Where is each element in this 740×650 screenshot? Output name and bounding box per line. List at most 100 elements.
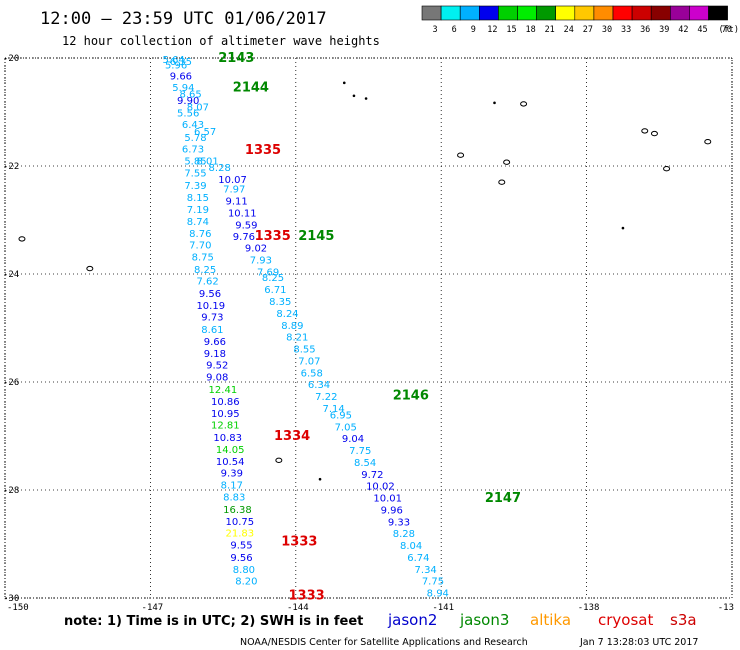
island-outline [86,265,94,272]
wave-height-value: 21.83 [226,529,255,540]
wave-height-value: 9.18 [204,349,226,360]
wave-height-value: 9.76 [233,232,255,243]
wave-height-value: 12.41 [209,385,238,396]
track-number-label: 2145 [298,229,334,244]
wave-height-value: 8.17 [221,481,243,492]
wave-height-value: 7.62 [196,276,218,287]
y-tick-label: -28 [3,486,19,496]
island-outline [498,179,506,185]
y-tick-label: -30 [3,594,19,604]
colorbar-swatch [689,5,709,21]
wave-height-value: 5.96 [165,60,187,71]
wave-height-value: 5.85 [184,157,206,168]
x-axis-ticks: -150 -147 -144 -141 -138 -13 [7,603,734,613]
wave-height-value: 7.34 [415,565,437,576]
y-axis-ticks: -20 -22 -24 -26 -28 -30 [3,54,19,604]
wave-height-value: 7.19 [187,205,209,216]
wave-height-value: 10.07 [218,175,247,186]
colorbar-label: 70 [722,25,732,35]
track-number-label: 1333 [281,534,317,549]
wave-height-value: 8.20 [235,577,257,588]
chart-title: 12:00 — 23:59 UTC 01/06/2017 [40,9,327,29]
wave-height-value: 6.35 [170,57,192,68]
island-outline [650,130,658,137]
wave-height-value: 8.28 [209,163,231,174]
wave-height-value: 8.04 [400,541,422,552]
colorbar-label: 36 [640,25,650,35]
island-outlines [18,81,712,481]
wave-height-value: 8.75 [192,253,214,264]
track-number-label: 2147 [485,491,521,506]
wave-height-value: 5.78 [184,133,206,144]
wave-height-value: 6.34 [308,380,330,391]
wave-height-value: 7.14 [322,404,344,415]
x-tick-label: -150 [7,603,29,613]
wave-height-value: 7.55 [184,168,206,179]
y-tick-label: -24 [3,270,19,280]
colorbar-swatch [421,5,442,21]
wave-height-value: 10.02 [366,482,395,493]
island-outline [663,166,671,172]
track-number-label: 2144 [233,81,269,96]
wave-height-value: 7.07 [298,356,320,367]
colorbar-swatch [459,5,480,21]
wave-height-value: 9.96 [381,505,403,516]
footer-timestamp: Jan 7 13:28:03 UTC 2017 [579,637,698,648]
wave-height-value: 7.75 [349,446,371,457]
wave-height-value: 8.83 [223,492,245,503]
footer-credit: NOAA/NESDIS Center for Satellite Applica… [240,637,528,648]
wave-height-value: 8.94 [427,589,449,600]
wave-height-value: 5.64 [163,55,185,66]
wave-height-value: 7.69 [257,267,279,278]
wave-height-value: 8.07 [187,103,209,114]
colorbar-label: (ft) [719,25,739,35]
colorbar-label: 39 [659,25,669,35]
island-dot [352,94,356,98]
wave-height-value: 10.11 [228,208,257,219]
colorbar-swatch [478,5,499,21]
wave-height-value: 7.22 [315,392,337,403]
wave-height-value: 8.74 [187,217,209,228]
wave-height-value: 9.52 [206,361,228,372]
wave-height-value: 8.76 [189,229,211,240]
wave-height-value: 9.04 [342,434,364,445]
island-dot [342,81,346,85]
wave-height-value: 8.28 [393,529,415,540]
track-number-label: 2146 [393,389,429,404]
track-labels: 2143 2144 1335 1335 2145 2146 1334 1333 2147 1333 [218,51,521,603]
wave-height-value: 8.21 [286,333,308,344]
colorbar-label: 18 [525,25,535,35]
colorbar-swatch [555,5,576,21]
island-dot [318,477,322,481]
wave-height-value: 7.05 [335,422,357,433]
colorbar-swatch [650,5,671,21]
wave-height-value: 8.01 [196,157,218,168]
colorbar-label: 15 [506,25,516,35]
wave-height-value: 7.75 [422,577,444,588]
island-dot [364,97,368,100]
wave-height-value: 5.56 [177,109,199,120]
wave-height-value: 9.39 [221,469,243,480]
satellite-legend-jason3: jason3 [459,611,509,629]
satellite-legend-s3a: s3a [670,611,697,629]
wave-height-value: 9.56 [230,553,252,564]
colorbar-label: 42 [678,25,688,35]
track-number-label: 1334 [274,429,310,444]
wave-height-value: 9.55 [230,541,252,552]
wave-height-value: 6.43 [182,120,204,131]
colorbar-label: 33 [621,25,631,35]
colorbar-swatch [669,5,690,21]
satellite-legend-jason2: jason2 [387,611,437,629]
track-number-label: 1335 [255,229,291,244]
y-tick-label: -20 [3,54,19,64]
colorbar-label: 12 [487,25,497,35]
wave-height-value: 10.75 [226,517,255,528]
wave-height-value: 9.90 [177,96,199,107]
wave-height-value: 8.80 [233,565,255,576]
island-outline [457,152,465,158]
island-dot [493,101,496,105]
satellite-legend-altika: altika [530,611,571,629]
colorbar-label: 21 [545,25,555,35]
x-tick-label: -144 [287,603,309,613]
